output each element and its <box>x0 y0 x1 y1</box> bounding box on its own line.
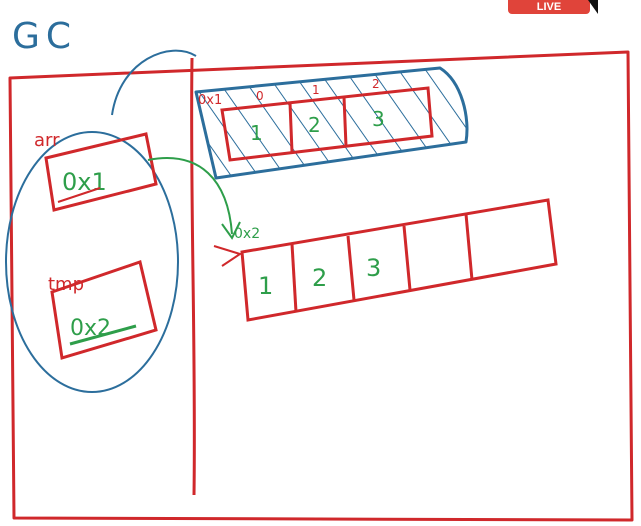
new-array-divider-4 <box>464 213 474 281</box>
gc-link-curve <box>111 49 197 116</box>
reassign-arrow-head <box>221 221 241 240</box>
live-badge: LIVE <box>508 0 590 14</box>
new-array-cell: 3 <box>366 254 381 282</box>
new-array-divider-2 <box>346 235 356 301</box>
old-array-index: 0 <box>256 89 264 103</box>
new-array-cell: 1 <box>258 272 273 300</box>
stack-heap-divider <box>190 57 196 496</box>
tmp-box <box>50 260 158 360</box>
new-array-outline <box>240 198 558 322</box>
old-array-divider-2 <box>342 96 348 147</box>
old-array-divider-1 <box>288 102 294 153</box>
tmp-value: 0x2 <box>70 316 111 341</box>
new-array-pointer-mark <box>213 245 243 267</box>
new-array-divider-1 <box>290 243 298 313</box>
old-array-address: 0x1 <box>198 93 222 108</box>
arr-box <box>44 132 158 212</box>
new-array-address: 0x2 <box>234 226 260 242</box>
arr-label: arr <box>34 130 60 151</box>
tmp-underline <box>69 324 137 346</box>
memory-outline <box>8 50 634 522</box>
old-array-outline <box>220 86 434 162</box>
old-array-cell: 1 <box>250 121 263 145</box>
new-array-cell: 2 <box>312 264 327 292</box>
old-array-index: 1 <box>312 83 320 97</box>
live-badge-corner <box>588 0 598 14</box>
old-array-cell: 3 <box>372 107 385 131</box>
stack-group-ellipse <box>5 131 179 393</box>
arr-value: 0x1 <box>62 168 107 196</box>
title-gc: GC <box>12 16 77 57</box>
new-array-divider-3 <box>402 225 412 291</box>
old-array-index: 2 <box>372 77 380 91</box>
arr-strike <box>57 187 101 203</box>
old-array-hatch-region <box>194 66 469 180</box>
reassign-arrow <box>147 157 233 235</box>
old-array-cell: 2 <box>308 113 321 137</box>
